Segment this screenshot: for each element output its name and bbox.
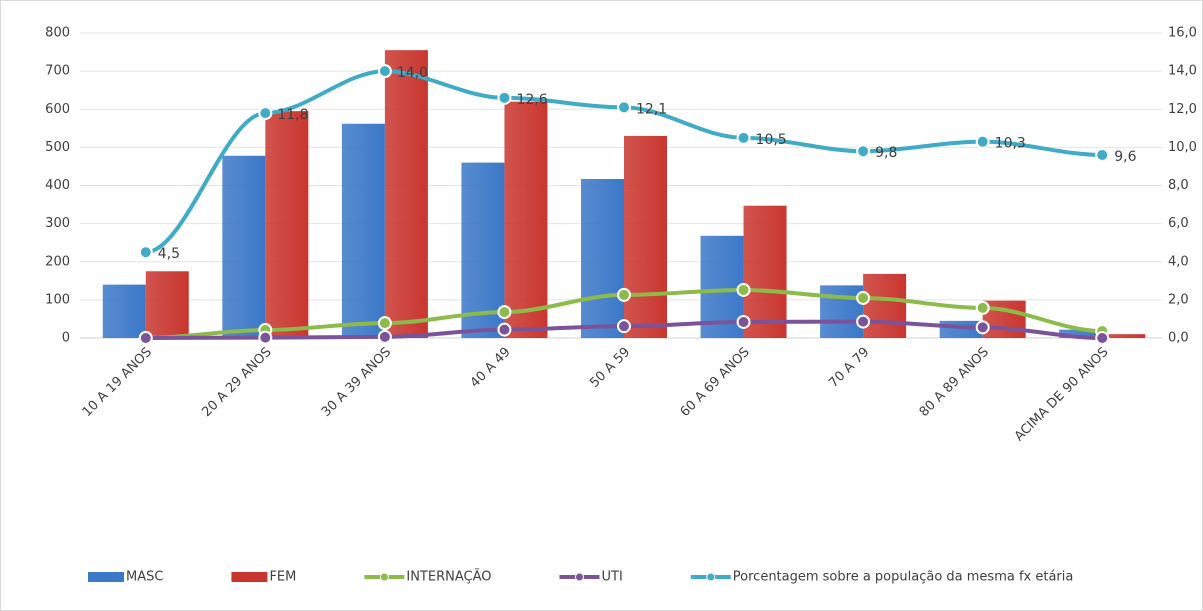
data-label: 12,6 bbox=[516, 92, 547, 108]
point bbox=[975, 300, 990, 315]
data-label: 9,6 bbox=[1114, 149, 1136, 165]
y-tick-label: 400 bbox=[45, 178, 70, 193]
y2-tick-label: 16,0 bbox=[1168, 26, 1197, 41]
y2-tick-label: 0,0 bbox=[1168, 331, 1189, 346]
bar bbox=[102, 284, 146, 338]
point bbox=[258, 330, 273, 345]
data-label: 14,0 bbox=[397, 65, 428, 81]
bar bbox=[1102, 334, 1146, 338]
bar bbox=[820, 285, 864, 338]
legend-label: MASC bbox=[126, 570, 163, 585]
point bbox=[975, 320, 990, 335]
y-tick-label: 200 bbox=[45, 254, 70, 269]
y-tick-label: 0 bbox=[62, 331, 70, 346]
point bbox=[138, 331, 153, 345]
point bbox=[617, 287, 631, 302]
data-label: 9,8 bbox=[875, 145, 897, 161]
legend-label: FEM bbox=[269, 570, 296, 585]
y2-tick-label: 12,0 bbox=[1168, 102, 1197, 117]
point bbox=[497, 322, 512, 337]
y2-tick-label: 8,0 bbox=[1168, 178, 1189, 193]
bar bbox=[145, 271, 189, 338]
legend-label: UTI bbox=[601, 570, 622, 585]
point bbox=[258, 106, 273, 121]
point bbox=[617, 100, 631, 115]
point bbox=[856, 314, 871, 329]
y2-tick-label: 4,0 bbox=[1168, 254, 1189, 269]
point bbox=[856, 144, 871, 159]
point bbox=[1095, 148, 1110, 162]
legend-label: Porcentagem sobre a população da mesma f… bbox=[733, 570, 1074, 585]
y2-tick-label: 6,0 bbox=[1168, 216, 1189, 231]
bar bbox=[222, 155, 266, 338]
point bbox=[617, 319, 631, 334]
legend-swatch bbox=[379, 572, 389, 582]
y2-tick-label: 14,0 bbox=[1168, 64, 1197, 79]
bar bbox=[265, 111, 309, 338]
y-tick-label: 100 bbox=[45, 292, 70, 307]
point bbox=[377, 316, 392, 331]
y-tick-label: 600 bbox=[45, 102, 70, 117]
y-tick-label: 500 bbox=[45, 140, 70, 155]
bar bbox=[743, 205, 787, 338]
data-label: 4,5 bbox=[158, 246, 180, 262]
point bbox=[377, 64, 392, 79]
data-label: 11,8 bbox=[277, 107, 308, 123]
bar bbox=[461, 162, 505, 338]
bar bbox=[504, 101, 548, 338]
point bbox=[497, 90, 512, 105]
data-label: 10,3 bbox=[995, 136, 1026, 152]
legend-swatch bbox=[231, 572, 268, 582]
legend-label: INTERNAÇÃO bbox=[406, 569, 491, 585]
point bbox=[377, 329, 392, 344]
point bbox=[736, 282, 751, 297]
point bbox=[975, 134, 990, 149]
y-tick-label: 700 bbox=[45, 64, 70, 79]
point bbox=[1095, 331, 1110, 345]
legend-swatch bbox=[574, 572, 584, 582]
bar bbox=[624, 135, 667, 338]
point bbox=[736, 314, 751, 329]
point bbox=[497, 305, 512, 320]
bar bbox=[863, 273, 907, 338]
y2-tick-label: 10,0 bbox=[1168, 140, 1197, 155]
point bbox=[736, 130, 751, 145]
legend-swatch bbox=[706, 572, 716, 582]
y-tick-label: 300 bbox=[45, 216, 70, 231]
point bbox=[856, 290, 871, 305]
legend-swatch bbox=[88, 572, 124, 582]
bar bbox=[341, 123, 385, 338]
bar bbox=[384, 50, 428, 338]
bar bbox=[1059, 329, 1103, 338]
data-label: 10,5 bbox=[756, 132, 787, 148]
y2-tick-label: 2,0 bbox=[1168, 292, 1189, 307]
bar bbox=[581, 179, 624, 338]
y-tick-label: 800 bbox=[45, 26, 70, 41]
data-label: 12,1 bbox=[636, 101, 667, 117]
point bbox=[138, 245, 153, 260]
